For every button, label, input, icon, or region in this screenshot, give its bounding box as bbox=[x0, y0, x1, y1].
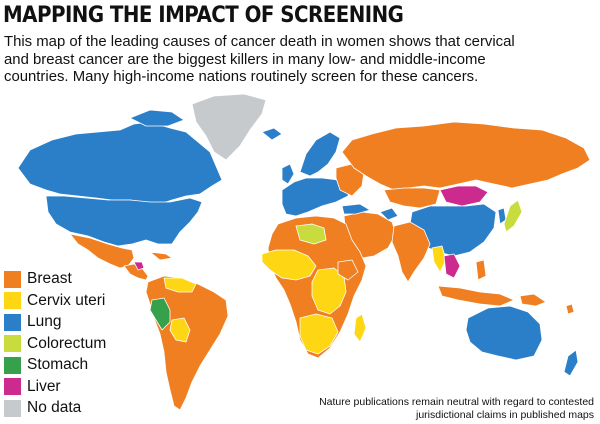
region-madagascar bbox=[353, 313, 367, 343]
region-ethiopia bbox=[337, 259, 359, 281]
region-usa bbox=[45, 195, 203, 247]
region-western-europe bbox=[281, 177, 351, 217]
region-uk bbox=[281, 163, 295, 185]
legend-swatch bbox=[4, 270, 21, 288]
region-south-america bbox=[145, 275, 229, 411]
region-papua bbox=[519, 293, 547, 307]
region-canada-islands bbox=[129, 109, 185, 127]
region-indonesia bbox=[437, 285, 515, 307]
world-map bbox=[17, 93, 591, 411]
region-russia bbox=[341, 121, 591, 191]
region-scandinavia bbox=[299, 131, 341, 177]
region-indochina bbox=[443, 253, 461, 279]
legend-item-liver: Liver bbox=[4, 378, 61, 396]
region-guatemala bbox=[133, 261, 145, 271]
region-southern-africa bbox=[299, 313, 339, 355]
region-new-zealand bbox=[563, 349, 579, 377]
region-iceland bbox=[261, 127, 283, 141]
map-disclaimer: Nature publications remain neutral with … bbox=[319, 396, 594, 421]
legend-item-breast: Breast bbox=[4, 270, 72, 288]
subtitle: This map of the leading causes of cancer… bbox=[4, 34, 600, 87]
legend-item-colorectum: Colorectum bbox=[4, 335, 106, 353]
legend-swatch bbox=[4, 335, 21, 352]
legend-item-no-data: No data bbox=[4, 399, 81, 417]
legend-label: No data bbox=[27, 399, 82, 416]
page-title: MAPPING THE IMPACT OF SCREENING bbox=[3, 2, 404, 28]
legend-label: Colorectum bbox=[27, 334, 107, 352]
region-kazakhstan bbox=[383, 187, 441, 209]
region-pacific-islands bbox=[565, 303, 575, 315]
legend-swatch bbox=[4, 292, 21, 309]
region-mongolia bbox=[439, 185, 489, 207]
region-myanmar bbox=[431, 245, 447, 273]
legend-item-stomach: Stomach bbox=[4, 356, 88, 374]
region-greenland bbox=[191, 93, 267, 161]
legend-label: Lung bbox=[27, 313, 62, 330]
legend-swatch bbox=[4, 399, 21, 417]
region-india bbox=[391, 221, 431, 283]
region-turkey bbox=[341, 203, 371, 215]
legend-item-lung: Lung bbox=[4, 313, 61, 331]
legend-label: Liver bbox=[27, 377, 61, 395]
region-philippines bbox=[475, 259, 487, 281]
legend-swatch bbox=[4, 356, 21, 374]
region-north-africa bbox=[295, 223, 327, 245]
subtitle-line: and breast cancer are the biggest killer… bbox=[4, 51, 486, 68]
region-australia bbox=[465, 305, 543, 361]
legend-swatch bbox=[4, 378, 21, 395]
region-japan bbox=[503, 199, 523, 233]
region-west-africa bbox=[261, 249, 317, 281]
legend-swatch bbox=[4, 313, 21, 331]
legend-label: Breast bbox=[27, 270, 72, 287]
region-central-asia bbox=[379, 207, 399, 221]
disclaimer-line: jurisdictional claims in published maps bbox=[416, 408, 594, 421]
legend-label: Stomach bbox=[27, 356, 89, 373]
region-peru bbox=[149, 297, 171, 331]
region-caribbean bbox=[149, 251, 173, 261]
region-bolivia bbox=[169, 317, 191, 343]
legend-label: Cervix uteri bbox=[27, 291, 106, 309]
legend-item-cervix-uteri: Cervix uteri bbox=[4, 292, 105, 310]
subtitle-line: This map of the leading causes of cancer… bbox=[4, 34, 515, 50]
disclaimer-line: Nature publications remain neutral with … bbox=[319, 396, 594, 408]
region-venezuela bbox=[163, 277, 197, 293]
subtitle-line: countries. Many high-income nations rout… bbox=[4, 69, 479, 86]
region-canada bbox=[17, 121, 223, 205]
